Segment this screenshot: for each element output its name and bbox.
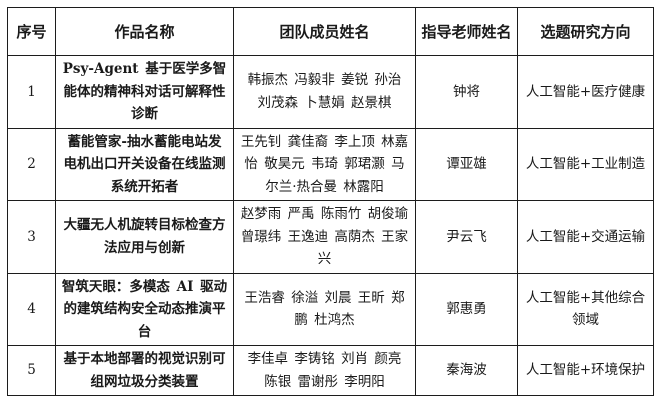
header-title: 作品名称 [55,7,234,56]
cell-direction: 人工智能+交通运输 [517,200,654,274]
cell-no: 1 [7,55,56,129]
header-advisor: 指导老师姓名 [415,7,518,56]
table-row: 5 基于本地部署的视觉识别可组网垃圾分类装置 李佳卓 李铸铭 刘肖 颜亮 陈银 … [7,345,654,396]
cell-direction: 人工智能+环境保护 [517,345,654,396]
table-body: 1 Psy-Agent 基于医学多智能体的精神科对话可解释性诊断 韩振杰 冯毅非… [7,55,654,396]
table-row: 2 蓄能管家-抽水蓄能电站发电机出口开关设备在线监测系统开拓者 王先钊 龚佳裔 … [7,127,654,201]
cell-direction: 人工智能+其他综合领域 [517,272,654,346]
cell-no: 2 [7,127,56,201]
works-table: 序号 作品名称 团队成员姓名 指导老师姓名 选题研究方向 1 Psy-Agent… [7,7,654,396]
cell-no: 3 [7,200,56,274]
cell-members: 王先钊 龚佳裔 李上顶 林嘉怡 敬昊元 韦琦 郭珺灏 马尔兰·热合曼 林露阳 [233,127,416,201]
cell-members: 韩振杰 冯毅非 姜锐 孙治 刘茂森 卜慧娟 赵景棋 [233,55,416,129]
header-no: 序号 [7,7,56,56]
header-row: 序号 作品名称 团队成员姓名 指导老师姓名 选题研究方向 [7,7,654,56]
cell-direction: 人工智能+医疗健康 [517,55,654,129]
cell-advisor: 钟将 [415,55,518,129]
cell-advisor: 秦海波 [415,345,518,396]
cell-members: 李佳卓 李铸铭 刘肖 颜亮 陈银 雷谢彤 李明阳 [233,345,416,396]
cell-no: 5 [7,345,56,396]
cell-title: 蓄能管家-抽水蓄能电站发电机出口开关设备在线监测系统开拓者 [55,127,234,201]
cell-title: 大疆无人机旋转目标检查方法应用与创新 [55,200,234,274]
cell-advisor: 郭惠勇 [415,272,518,346]
header-direction: 选题研究方向 [517,7,654,56]
table-row: 3 大疆无人机旋转目标检查方法应用与创新 赵梦雨 严禹 陈雨竹 胡俊瑜 曾璟纬 … [7,200,654,274]
table-row: 4 智筑天眼：多模态 AI 驱动的建筑结构安全动态推演平台 王浩睿 徐溢 刘晨 … [7,272,654,346]
cell-no: 4 [7,272,56,346]
cell-advisor: 谭亚雄 [415,127,518,201]
cell-title: 智筑天眼：多模态 AI 驱动的建筑结构安全动态推演平台 [55,272,234,346]
cell-title: 基于本地部署的视觉识别可组网垃圾分类装置 [55,345,234,396]
cell-members: 赵梦雨 严禹 陈雨竹 胡俊瑜 曾璟纬 王逸迪 高荫杰 王家兴 [233,200,416,274]
cell-direction: 人工智能+工业制造 [517,127,654,201]
header-members: 团队成员姓名 [233,7,416,56]
table-header: 序号 作品名称 团队成员姓名 指导老师姓名 选题研究方向 [7,7,654,56]
table-row: 1 Psy-Agent 基于医学多智能体的精神科对话可解释性诊断 韩振杰 冯毅非… [7,55,654,129]
cell-members: 王浩睿 徐溢 刘晨 王昕 郑鹏 杜鸿杰 [233,272,416,346]
cell-advisor: 尹云飞 [415,200,518,274]
cell-title: Psy-Agent 基于医学多智能体的精神科对话可解释性诊断 [55,55,234,129]
